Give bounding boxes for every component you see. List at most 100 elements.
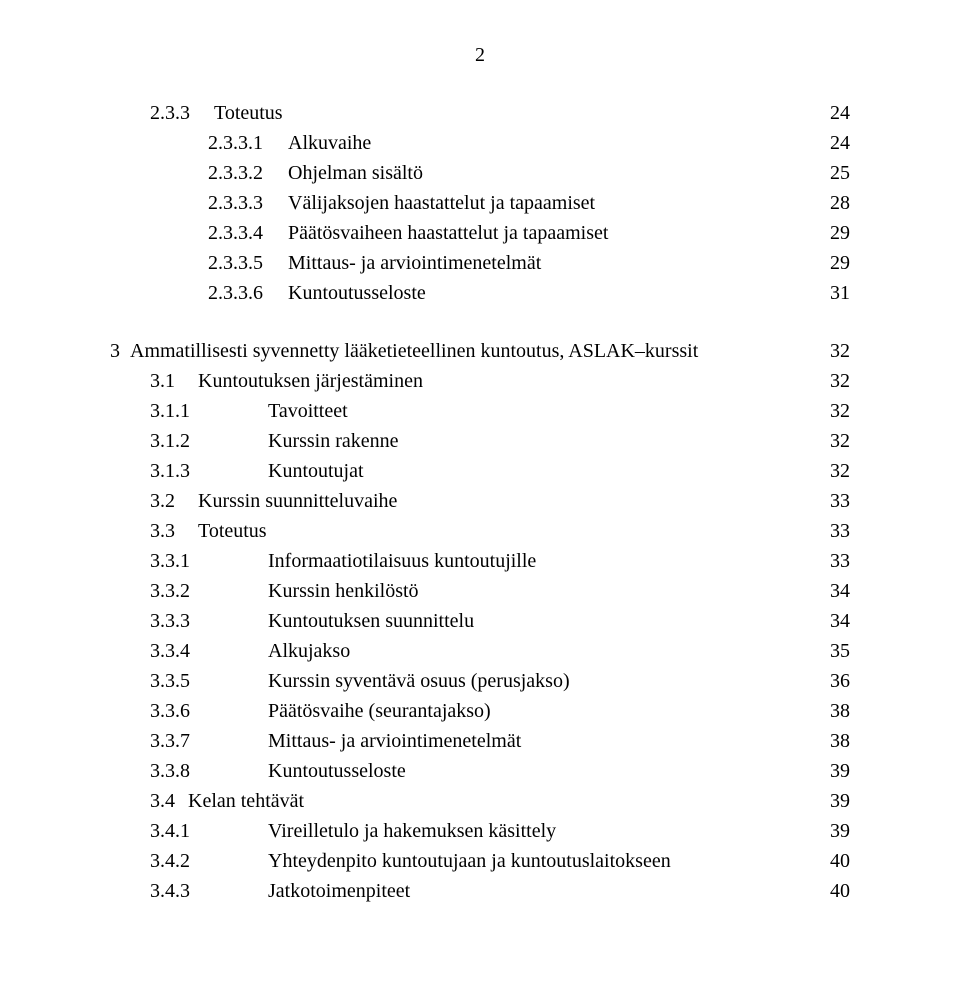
toc-line-left: 3.3.3Kuntoutuksen suunnittelu [110, 606, 474, 636]
toc-entry-label: Alkujakso [268, 636, 350, 666]
toc-line: 3.3.1Informaatiotilaisuus kuntoutujille3… [110, 546, 850, 576]
toc-line: 3.1.2Kurssin rakenne32 [110, 426, 850, 456]
toc-line-left: 3.4.2Yhteydenpito kuntoutujaan ja kuntou… [110, 846, 671, 876]
toc-entry-number: 2.3.3.6 [208, 278, 288, 308]
section-gap [110, 308, 850, 336]
toc-entry-page: 34 [830, 606, 850, 636]
toc-entry-label: Mittaus- ja arviointimenetelmät [268, 726, 521, 756]
toc-line: 3.2Kurssin suunnitteluvaihe33 [110, 486, 850, 516]
toc-entry-number: 3.3.2 [150, 576, 268, 606]
toc-entry-label: Kelan tehtävät [188, 786, 304, 816]
toc-chapter-line: 3 Ammatillisesti syvennetty lääketieteel… [110, 336, 850, 366]
toc-line: 3.1.3Kuntoutujat 32 [110, 456, 850, 486]
toc-entry-number: 3.4.1 [150, 816, 268, 846]
toc-line: 3.3.3Kuntoutuksen suunnittelu 34 [110, 606, 850, 636]
toc-chapter-left: 3 Ammatillisesti syvennetty lääketieteel… [110, 336, 698, 366]
toc-line-left: 2.3.3.2Ohjelman sisältö [110, 158, 423, 188]
toc-line: 2.3.3.5Mittaus- ja arviointimenetelmät 29 [110, 248, 850, 278]
toc-entry-number: 2.3.3.5 [208, 248, 288, 278]
toc-entry-label: Tavoitteet [268, 396, 348, 426]
toc-entry-number: 2.3.3.1 [208, 128, 288, 158]
toc-line: 3.3.8Kuntoutusseloste39 [110, 756, 850, 786]
toc-line: 2.3.3.3Välijaksojen haastattelut ja tapa… [110, 188, 850, 218]
toc-line: 2.3.3.2Ohjelman sisältö 25 [110, 158, 850, 188]
toc-entry-label: Kurssin henkilöstö [268, 576, 419, 606]
toc-block-1: 2.3.3Toteutus242.3.3.1Alkuvaihe242.3.3.2… [110, 98, 850, 308]
toc-line: 2.3.3.4Päätösvaiheen haastattelut ja tap… [110, 218, 850, 248]
document-page: 2 2.3.3Toteutus242.3.3.1Alkuvaihe242.3.3… [0, 0, 960, 1005]
toc-entry-page: 25 [830, 158, 850, 188]
toc-entry-page: 36 [830, 666, 850, 696]
toc-entry-page: 24 [830, 128, 850, 158]
toc-line: 3.3.2Kurssin henkilöstö 34 [110, 576, 850, 606]
toc-entry-number: 3.3.5 [150, 666, 268, 696]
toc-entry-number: 2.3.3.2 [208, 158, 288, 188]
toc-entry-label: Ohjelman sisältö [288, 158, 423, 188]
toc-line-left: 3.3.7Mittaus- ja arviointimenetelmät [110, 726, 521, 756]
toc-line: 3.3.5Kurssin syventävä osuus (perusjakso… [110, 666, 850, 696]
toc-entry-number: 3.3.3 [150, 606, 268, 636]
toc-line-left: 3.1.3Kuntoutujat [110, 456, 364, 486]
toc-entry-number: 3.1.1 [150, 396, 268, 426]
toc-line: 2.3.3Toteutus24 [110, 98, 850, 128]
toc-line-left: 3.3.2Kurssin henkilöstö [110, 576, 419, 606]
toc-entry-page: 29 [830, 218, 850, 248]
toc-entry-page: 31 [830, 278, 850, 308]
toc-line: 3.3.6Päätösvaihe (seurantajakso) 38 [110, 696, 850, 726]
toc-entry-number: 3.1.2 [150, 426, 268, 456]
toc-entry-page: 32 [830, 396, 850, 426]
toc-line-left: 3.2Kurssin suunnitteluvaihe [110, 486, 397, 516]
toc-line: 3.3.7Mittaus- ja arviointimenetelmät38 [110, 726, 850, 756]
toc-entry-number: 3.3.7 [150, 726, 268, 756]
toc-line-left: 3.4Kelan tehtävät [110, 786, 304, 816]
toc-entry-number: 3.3.1 [150, 546, 268, 576]
toc-line: 2.3.3.1Alkuvaihe 24 [110, 128, 850, 158]
toc-line-left: 3.3.1Informaatiotilaisuus kuntoutujille [110, 546, 536, 576]
toc-line: 3.1.1Tavoitteet 32 [110, 396, 850, 426]
toc-entry-label: Toteutus [214, 98, 283, 128]
toc-line-left: 2.3.3.6Kuntoutusseloste [110, 278, 426, 308]
page-number: 2 [110, 40, 850, 70]
toc-entry-label: Kuntoutuksen järjestäminen [198, 366, 423, 396]
toc-entry-page: 33 [830, 516, 850, 546]
toc-line-left: 3.3.6Päätösvaihe (seurantajakso) [110, 696, 491, 726]
toc-line: 2.3.3.6Kuntoutusseloste 31 [110, 278, 850, 308]
toc-entry-label: Toteutus [198, 516, 267, 546]
toc-entry-number: 3.4.2 [150, 846, 268, 876]
toc-entry-page: 32 [830, 366, 850, 396]
toc-entry-page: 24 [830, 98, 850, 128]
toc-entry-label: Alkuvaihe [288, 128, 371, 158]
toc-entry-page: 33 [830, 546, 850, 576]
toc-line: 3.4.2Yhteydenpito kuntoutujaan ja kuntou… [110, 846, 850, 876]
toc-entry-number: 3.3.8 [150, 756, 268, 786]
toc-entry-page: 29 [830, 248, 850, 278]
toc-entry-page: 35 [830, 636, 850, 666]
toc-entry-number: 3.2 [150, 486, 198, 516]
toc-line: 3.3.4Alkujakso 35 [110, 636, 850, 666]
toc-entry-label: Yhteydenpito kuntoutujaan ja kuntoutusla… [268, 846, 671, 876]
toc-entry-number: 3.3.4 [150, 636, 268, 666]
toc-entry-page: 38 [830, 696, 850, 726]
toc-block-2: 3.1Kuntoutuksen järjestäminen323.1.1Tavo… [110, 366, 850, 906]
toc-line-left: 2.3.3.1Alkuvaihe [110, 128, 371, 158]
toc-entry-label: Vireilletulo ja hakemuksen käsittely [268, 816, 556, 846]
toc-entry-label: Kuntoutujat [268, 456, 364, 486]
toc-entry-label: Välijaksojen haastattelut ja tapaamiset [288, 188, 595, 218]
toc-line-left: 2.3.3.3Välijaksojen haastattelut ja tapa… [110, 188, 595, 218]
toc-line: 3.4.3Jatkotoimenpiteet40 [110, 876, 850, 906]
toc-entry-page: 32 [830, 456, 850, 486]
toc-entry-label: Mittaus- ja arviointimenetelmät [288, 248, 541, 278]
toc-entry-number: 3.4 [150, 786, 188, 816]
toc-entry-number: 3.4.3 [150, 876, 268, 906]
toc-line-left: 2.3.3.4Päätösvaiheen haastattelut ja tap… [110, 218, 608, 248]
toc-line-left: 3.3.4Alkujakso [110, 636, 350, 666]
toc-entry-label: Kurssin syventävä osuus (perusjakso) [268, 666, 570, 696]
toc-line: 3.1Kuntoutuksen järjestäminen 32 [110, 366, 850, 396]
toc-entry-page: 40 [830, 846, 850, 876]
toc-entry-page: 40 [830, 876, 850, 906]
toc-entry-page: 34 [830, 576, 850, 606]
toc-entry-number: 3.1 [150, 366, 198, 396]
toc-entry-number: 3.3 [150, 516, 198, 546]
toc-line-left: 3.1Kuntoutuksen järjestäminen [110, 366, 423, 396]
toc-entry-label: Ammatillisesti syvennetty lääketieteelli… [130, 336, 698, 366]
